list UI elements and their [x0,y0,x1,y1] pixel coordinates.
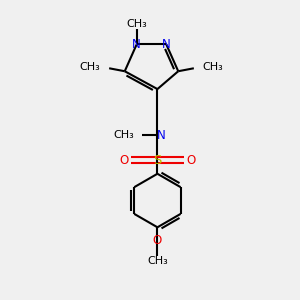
Text: O: O [119,154,129,167]
Text: CH₃: CH₃ [80,62,100,72]
Text: CH₃: CH₃ [126,19,147,28]
Text: O: O [153,234,162,247]
Text: S: S [153,154,162,167]
Text: N: N [157,129,165,142]
Text: CH₃: CH₃ [147,256,168,266]
Text: N: N [162,38,171,51]
Text: O: O [186,154,195,167]
Text: CH₃: CH₃ [203,62,224,72]
Text: CH₃: CH₃ [114,130,134,140]
Text: N: N [132,38,141,51]
